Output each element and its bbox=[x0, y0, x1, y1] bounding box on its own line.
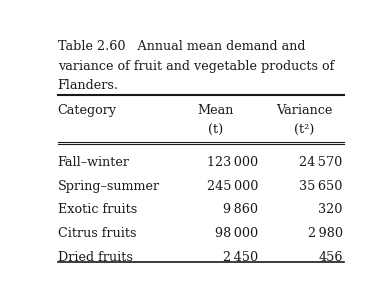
Text: Table 2.60   Annual mean demand and: Table 2.60 Annual mean demand and bbox=[58, 40, 305, 53]
Text: 2 450: 2 450 bbox=[223, 250, 258, 263]
Text: Category: Category bbox=[58, 104, 117, 117]
Text: 35 650: 35 650 bbox=[299, 180, 343, 193]
Text: Exotic fruits: Exotic fruits bbox=[58, 203, 137, 216]
Text: (t): (t) bbox=[209, 124, 224, 137]
Text: Fall–winter: Fall–winter bbox=[58, 156, 130, 170]
Text: 320: 320 bbox=[318, 203, 343, 216]
Text: variance of fruit and vegetable products of: variance of fruit and vegetable products… bbox=[58, 60, 334, 73]
Text: 245 000: 245 000 bbox=[207, 180, 258, 193]
Text: 24 570: 24 570 bbox=[299, 156, 343, 170]
Text: Flanders.: Flanders. bbox=[58, 79, 119, 92]
Text: Spring–summer: Spring–summer bbox=[58, 180, 160, 193]
Text: Citrus fruits: Citrus fruits bbox=[58, 227, 136, 240]
Text: 456: 456 bbox=[318, 250, 343, 263]
Text: Dried fruits: Dried fruits bbox=[58, 250, 133, 263]
Text: 9 860: 9 860 bbox=[223, 203, 258, 216]
Text: Variance: Variance bbox=[276, 104, 332, 117]
Text: (t²): (t²) bbox=[294, 124, 314, 137]
Text: 98 000: 98 000 bbox=[215, 227, 258, 240]
Text: 123 000: 123 000 bbox=[207, 156, 258, 170]
Text: Mean: Mean bbox=[198, 104, 234, 117]
Text: 2 980: 2 980 bbox=[308, 227, 343, 240]
